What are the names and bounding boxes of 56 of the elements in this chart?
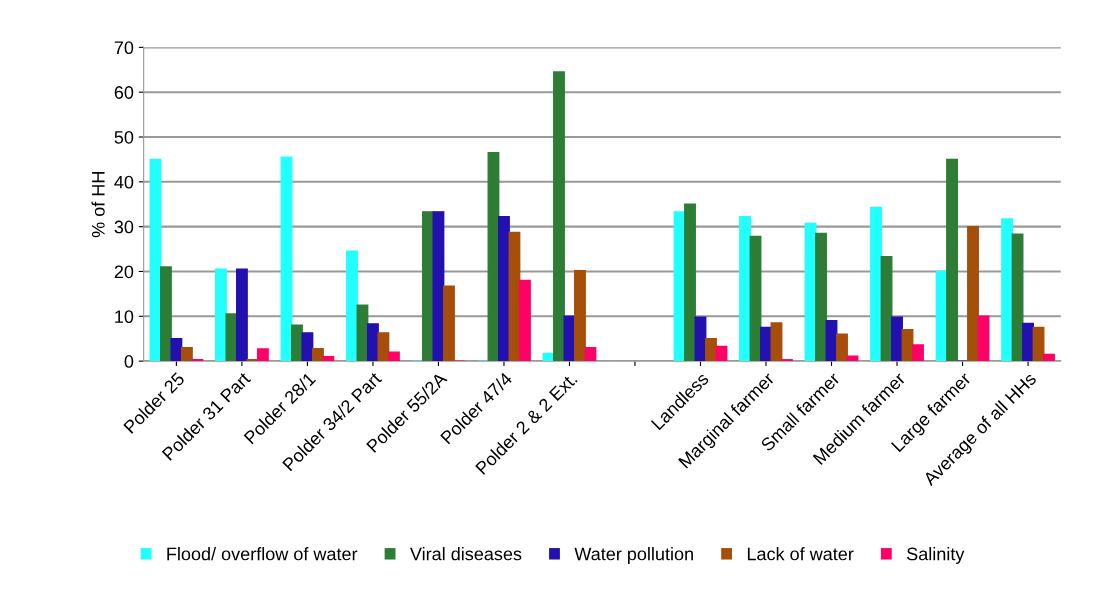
bar (346, 250, 358, 362)
bar (574, 269, 586, 362)
legend-label: Flood/ overflow of water (167, 547, 358, 561)
bar (760, 326, 772, 362)
bar (684, 203, 696, 362)
bar (836, 333, 848, 362)
bar (387, 351, 400, 362)
bar (739, 216, 751, 362)
bar (311, 347, 324, 362)
bar (322, 355, 335, 362)
bar (225, 313, 238, 362)
bar (815, 232, 827, 362)
bar (912, 344, 924, 362)
bar (946, 158, 958, 362)
bar (705, 338, 717, 362)
bar (215, 268, 227, 362)
bar (1043, 353, 1055, 362)
legend-label: Viral diseases (409, 547, 522, 561)
bar (553, 71, 565, 362)
bar (498, 216, 510, 362)
y-tick-label: 70 (114, 41, 134, 55)
bar (256, 348, 269, 362)
y-tick-label: 60 (114, 86, 134, 99)
legend-label: Water pollution (574, 547, 693, 564)
bar (967, 225, 979, 362)
bar (1001, 218, 1014, 362)
bar (518, 279, 531, 362)
bar (977, 315, 990, 362)
y-tick-label: 10 (115, 310, 134, 324)
y-tick-label: 20 (114, 265, 134, 279)
bar (891, 316, 903, 362)
bar (715, 345, 728, 362)
y-tick-label: 40 (114, 175, 134, 189)
y-axis-title: % of HH (91, 172, 105, 238)
bar (170, 338, 183, 362)
bar (422, 211, 434, 362)
legend-label: Lack of water (747, 547, 854, 561)
bar (1022, 322, 1034, 362)
bar (180, 346, 193, 362)
bar (377, 332, 390, 362)
y-tick-label: 30 (114, 220, 134, 234)
legend-label: Salinity (907, 547, 965, 564)
bar (442, 285, 455, 362)
bar (280, 156, 293, 362)
bar (770, 322, 783, 362)
y-tick-label: 0 (124, 355, 134, 368)
y-tick-label: 50 (114, 130, 134, 144)
bar (235, 268, 248, 362)
bar (1011, 233, 1024, 362)
bar (301, 332, 314, 362)
bar (1032, 326, 1045, 362)
bar (846, 355, 859, 362)
bar (749, 235, 762, 362)
bar (159, 266, 172, 362)
bar (584, 346, 597, 362)
bar (870, 206, 882, 362)
